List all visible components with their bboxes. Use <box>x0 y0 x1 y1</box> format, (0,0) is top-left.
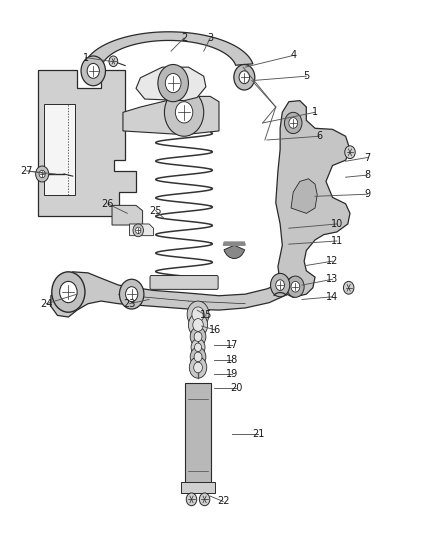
Polygon shape <box>130 224 153 236</box>
Text: 3: 3 <box>207 33 213 43</box>
Text: 7: 7 <box>364 152 371 163</box>
Circle shape <box>345 146 355 159</box>
Text: 27: 27 <box>20 166 32 176</box>
Text: 24: 24 <box>40 298 53 309</box>
Polygon shape <box>276 101 350 297</box>
Circle shape <box>35 166 49 182</box>
Circle shape <box>164 88 204 136</box>
Circle shape <box>291 281 300 292</box>
Circle shape <box>87 63 99 78</box>
Circle shape <box>285 112 302 134</box>
Circle shape <box>271 273 290 297</box>
Text: 8: 8 <box>364 170 371 180</box>
Circle shape <box>186 493 197 506</box>
Polygon shape <box>185 383 211 487</box>
Circle shape <box>165 74 181 93</box>
Polygon shape <box>291 179 317 213</box>
Text: 14: 14 <box>326 292 339 302</box>
Text: 2: 2 <box>181 33 187 43</box>
Circle shape <box>189 357 207 378</box>
Circle shape <box>276 280 285 290</box>
Polygon shape <box>112 205 143 225</box>
Circle shape <box>187 301 209 328</box>
FancyBboxPatch shape <box>150 276 218 289</box>
Circle shape <box>109 56 118 67</box>
Polygon shape <box>223 242 245 245</box>
Text: 22: 22 <box>217 496 230 506</box>
Circle shape <box>194 332 202 342</box>
Text: 19: 19 <box>226 369 238 379</box>
Polygon shape <box>181 482 215 494</box>
Circle shape <box>234 64 255 90</box>
Circle shape <box>199 493 210 506</box>
Polygon shape <box>38 70 141 216</box>
Circle shape <box>239 71 250 84</box>
Circle shape <box>133 224 144 237</box>
Circle shape <box>194 343 201 352</box>
Circle shape <box>126 287 138 302</box>
Polygon shape <box>51 272 293 317</box>
Text: 15: 15 <box>200 310 212 320</box>
Text: 1: 1 <box>312 107 318 117</box>
Text: 17: 17 <box>226 340 238 350</box>
Polygon shape <box>85 32 253 65</box>
Polygon shape <box>123 96 219 135</box>
Text: 5: 5 <box>303 71 310 81</box>
Circle shape <box>191 339 205 356</box>
Circle shape <box>60 281 77 303</box>
Text: 12: 12 <box>326 256 339 266</box>
Text: 23: 23 <box>124 298 136 309</box>
Circle shape <box>190 327 206 346</box>
Circle shape <box>343 281 354 294</box>
Polygon shape <box>136 67 206 101</box>
Circle shape <box>39 170 45 177</box>
Text: 20: 20 <box>230 383 243 393</box>
Circle shape <box>136 227 141 233</box>
Circle shape <box>194 352 202 362</box>
Text: 9: 9 <box>364 189 371 199</box>
Text: 10: 10 <box>331 219 343 229</box>
Circle shape <box>81 56 106 86</box>
Circle shape <box>175 102 193 123</box>
Text: 11: 11 <box>331 236 343 246</box>
Circle shape <box>190 348 206 367</box>
FancyBboxPatch shape <box>44 104 75 195</box>
Text: 25: 25 <box>149 206 162 216</box>
Text: 18: 18 <box>226 354 238 365</box>
Text: 1: 1 <box>83 53 89 62</box>
Text: 6: 6 <box>316 131 322 141</box>
Circle shape <box>193 319 203 332</box>
Text: 21: 21 <box>252 429 265 439</box>
Circle shape <box>158 64 188 102</box>
Circle shape <box>188 313 208 337</box>
Circle shape <box>192 307 204 322</box>
Circle shape <box>287 276 304 297</box>
Circle shape <box>194 362 202 373</box>
Text: 4: 4 <box>290 51 296 60</box>
Circle shape <box>52 272 85 312</box>
Text: 13: 13 <box>326 274 339 284</box>
Text: 16: 16 <box>208 325 221 335</box>
Wedge shape <box>224 245 244 259</box>
Text: 26: 26 <box>102 199 114 209</box>
Circle shape <box>289 118 297 128</box>
Circle shape <box>120 279 144 309</box>
